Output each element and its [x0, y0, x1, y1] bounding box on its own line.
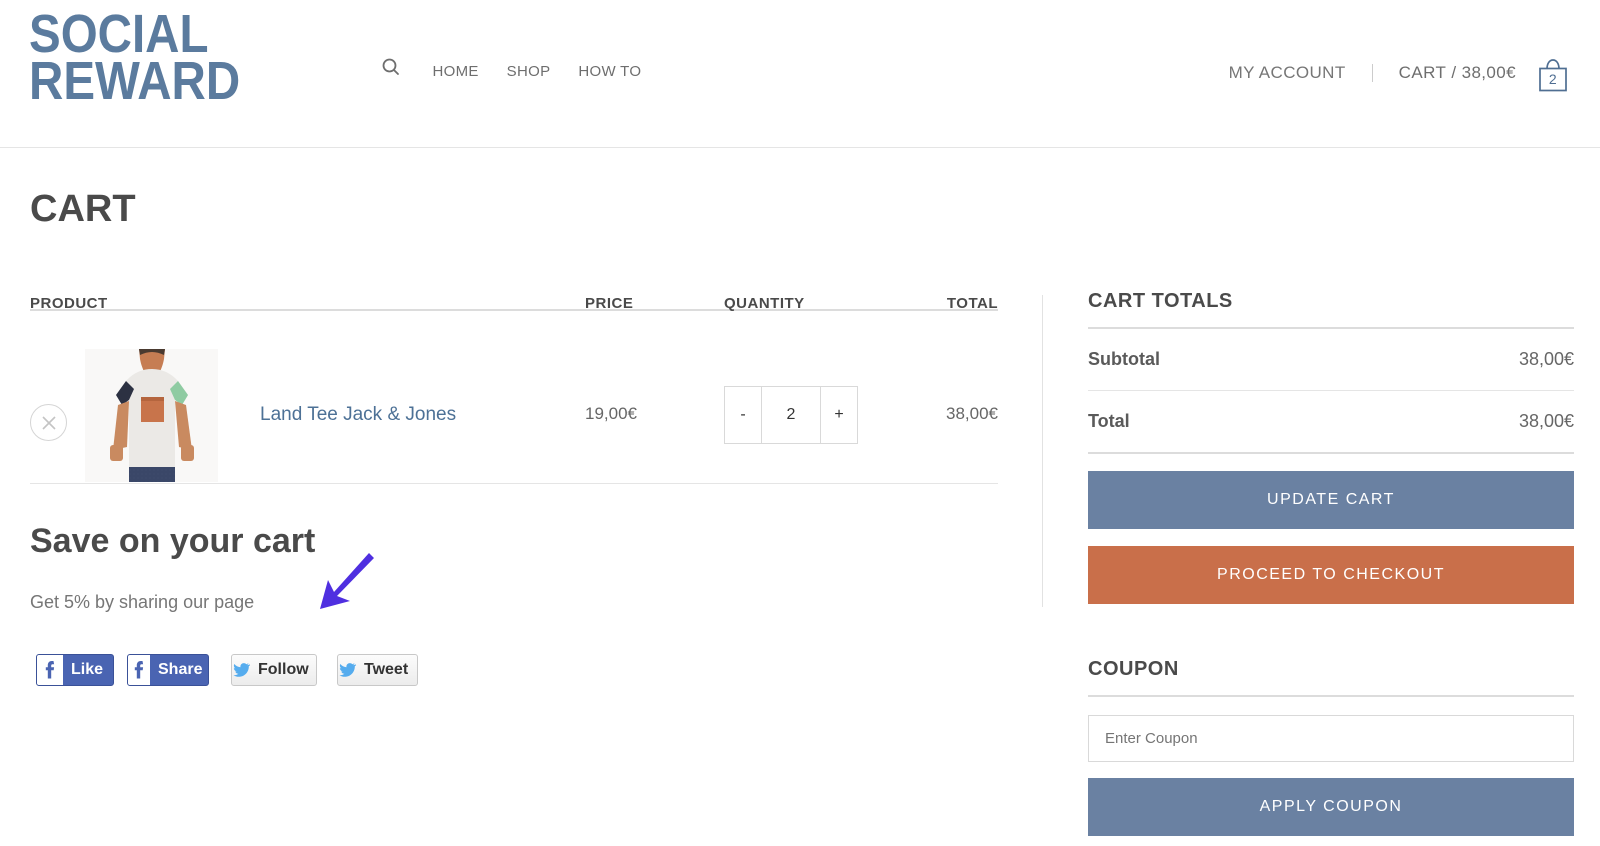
svg-text:2: 2	[1549, 71, 1557, 87]
